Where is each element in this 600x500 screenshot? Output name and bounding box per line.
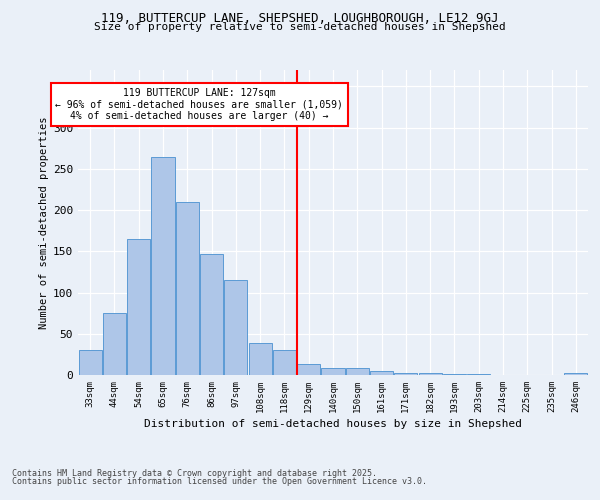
Bar [297,364,320,375]
Bar [248,343,272,375]
Bar [127,239,150,375]
Text: Size of property relative to semi-detached houses in Shepshed: Size of property relative to semi-detach… [94,22,506,32]
X-axis label: Distribution of semi-detached houses by size in Shepshed: Distribution of semi-detached houses by … [144,419,522,429]
Bar [79,350,101,375]
Bar [322,368,344,375]
Bar [103,313,126,375]
Bar [394,372,418,375]
Text: 119, BUTTERCUP LANE, SHEPSHED, LOUGHBOROUGH, LE12 9GJ: 119, BUTTERCUP LANE, SHEPSHED, LOUGHBORO… [101,12,499,26]
Bar [419,372,442,375]
Bar [151,156,175,375]
Bar [370,371,393,375]
Y-axis label: Number of semi-detached properties: Number of semi-detached properties [39,116,49,329]
Bar [200,254,223,375]
Bar [467,374,490,375]
Bar [443,374,466,375]
Bar [176,202,199,375]
Bar [346,368,369,375]
Bar [273,350,296,375]
Text: Contains public sector information licensed under the Open Government Licence v3: Contains public sector information licen… [12,477,427,486]
Bar [224,280,247,375]
Bar [565,374,587,375]
Text: 119 BUTTERCUP LANE: 127sqm
← 96% of semi-detached houses are smaller (1,059)
4% : 119 BUTTERCUP LANE: 127sqm ← 96% of semi… [55,88,343,122]
Text: Contains HM Land Registry data © Crown copyright and database right 2025.: Contains HM Land Registry data © Crown c… [12,468,377,477]
